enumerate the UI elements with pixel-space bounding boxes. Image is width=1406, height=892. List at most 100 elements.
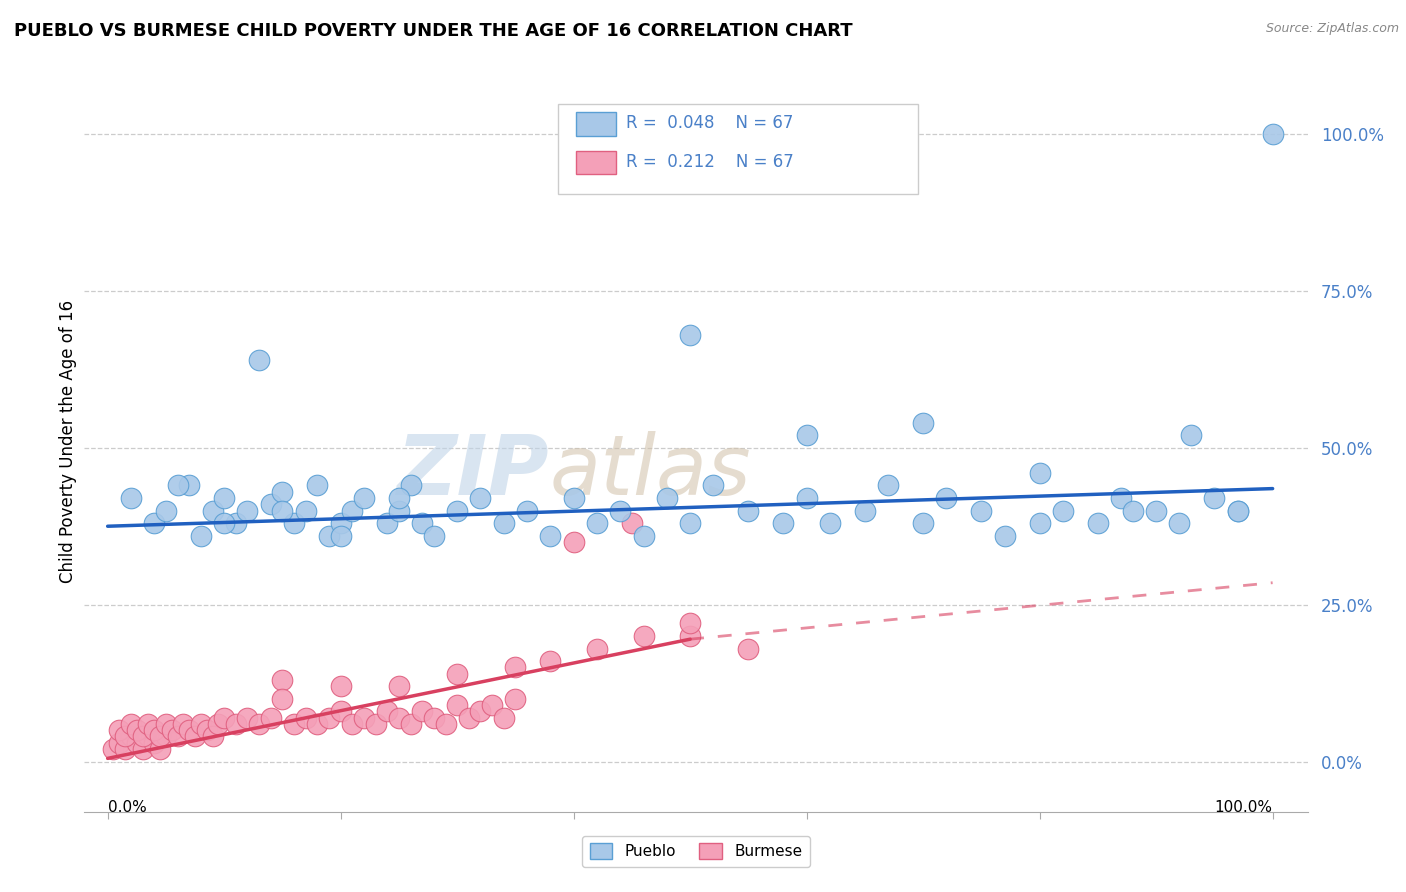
Point [190,717,212,731]
Point [143,516,166,530]
Point [796,491,818,505]
Text: 0.0%: 0.0% [108,800,146,815]
Text: R =  0.048    N = 67: R = 0.048 N = 67 [626,114,793,132]
Point [737,503,759,517]
Point [120,717,142,731]
Point [446,698,468,712]
Point [172,717,194,731]
Point [155,503,177,517]
Point [1144,503,1167,517]
Point [935,491,957,505]
Point [195,723,218,738]
Point [388,679,411,693]
Point [143,723,166,738]
Point [201,730,224,744]
Point [125,723,148,738]
Point [538,654,561,668]
Point [411,704,433,718]
Point [375,516,398,530]
Text: Source: ZipAtlas.com: Source: ZipAtlas.com [1265,22,1399,36]
Point [912,516,935,530]
Point [586,641,609,656]
Point [492,710,515,724]
Point [446,503,468,517]
Point [114,730,136,744]
Point [1109,491,1132,505]
Point [125,736,148,750]
Point [283,717,305,731]
Point [179,723,201,738]
Point [342,717,364,731]
Point [737,641,759,656]
Point [201,503,224,517]
Point [155,717,177,731]
Point [329,679,352,693]
Point [434,717,457,731]
Point [1204,491,1226,505]
Point [877,478,900,492]
Point [155,730,177,744]
Point [212,710,235,724]
Point [633,529,655,543]
Point [505,691,527,706]
Point [620,516,643,530]
Point [353,710,375,724]
Point [318,529,340,543]
Point [131,730,153,744]
Point [329,529,352,543]
Point [342,503,364,517]
Point [283,516,305,530]
Point [375,704,398,718]
Point [271,503,294,517]
Point [225,717,247,731]
Point [481,698,503,712]
Point [364,717,387,731]
Point [586,516,609,530]
Point [120,491,142,505]
Point [562,535,585,549]
Point [131,742,153,756]
Point [307,478,329,492]
Point [633,629,655,643]
Point [1180,428,1202,442]
Point [994,529,1017,543]
Legend: Pueblo, Burmese: Pueblo, Burmese [582,836,810,867]
Point [138,717,160,731]
Point [114,742,136,756]
Point [307,717,329,731]
Point [1261,127,1284,141]
Point [411,516,433,530]
Point [423,710,446,724]
Point [470,704,492,718]
Text: ZIP: ZIP [396,431,550,512]
Point [679,616,702,631]
Point [446,666,468,681]
Point [353,491,375,505]
Point [236,710,259,724]
Point [149,742,172,756]
Point [329,704,352,718]
Point [492,516,515,530]
Point [796,428,818,442]
Point [609,503,631,517]
Point [190,529,212,543]
Point [772,516,794,530]
Point [138,730,160,744]
Y-axis label: Child Poverty Under the Age of 16: Child Poverty Under the Age of 16 [59,300,77,583]
Point [457,710,479,724]
Point [399,478,422,492]
Point [260,710,283,724]
Point [679,327,702,342]
Point [679,629,702,643]
Text: atlas: atlas [550,431,751,512]
Point [538,529,561,543]
Point [212,516,235,530]
Point [1087,516,1109,530]
Text: 100.0%: 100.0% [1215,800,1272,815]
Point [160,723,183,738]
Point [516,503,538,517]
Point [294,503,316,517]
Point [702,478,724,492]
Point [108,736,131,750]
Point [970,503,993,517]
